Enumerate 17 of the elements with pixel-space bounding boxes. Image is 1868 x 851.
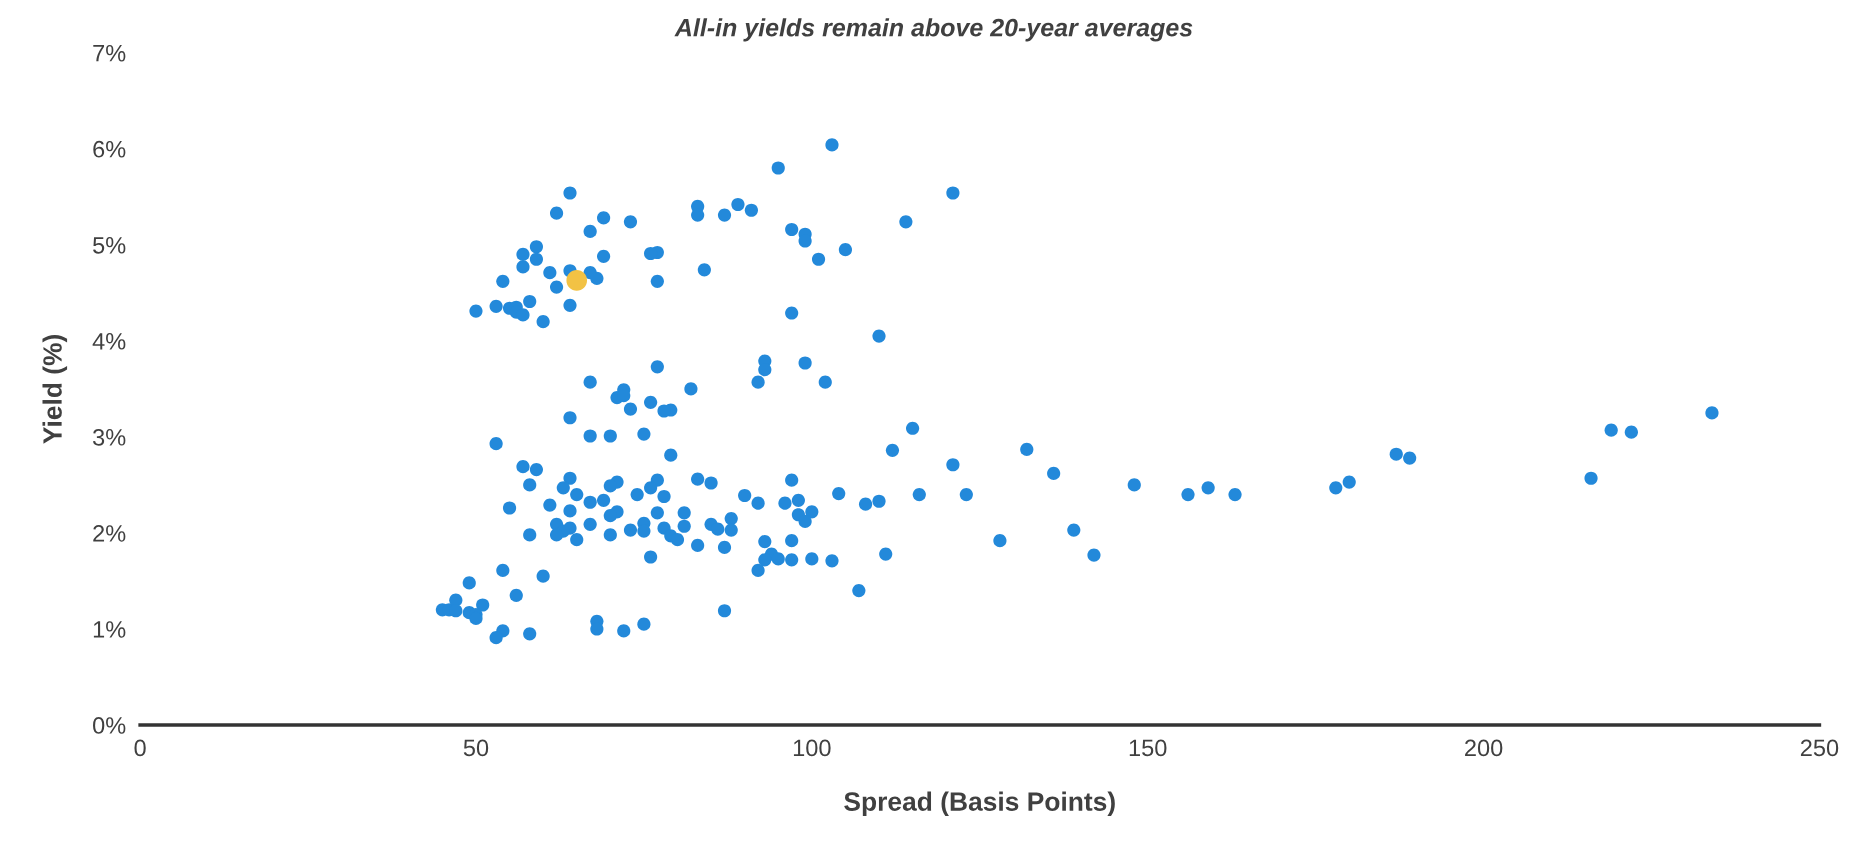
x-tick-label: 50	[463, 739, 489, 757]
y-tick-label: 6%	[93, 140, 126, 158]
y-axis-title: Yield (%)	[42, 335, 68, 444]
y-tick-label: 0%	[93, 717, 126, 734]
x-tick-label: 250	[1800, 739, 1839, 757]
x-tick-label: 0	[134, 739, 146, 757]
y-tick-label: 5%	[93, 237, 126, 254]
chart-title: All-in yields remain above 20-year averages	[674, 18, 1193, 42]
y-tick-label: 7%	[93, 44, 126, 62]
y-tick-label: 1%	[93, 621, 126, 638]
x-tick-label: 150	[1129, 739, 1167, 757]
x-tick-label: 200	[1465, 739, 1503, 757]
y-tick-label: 3%	[92, 429, 126, 446]
y-tick-label: 2%	[93, 525, 126, 542]
y-tick-label: 4%	[92, 333, 126, 350]
x-axis-title: Spread (Basis Points)	[844, 791, 1115, 817]
x-tick-label: 100	[793, 739, 831, 757]
